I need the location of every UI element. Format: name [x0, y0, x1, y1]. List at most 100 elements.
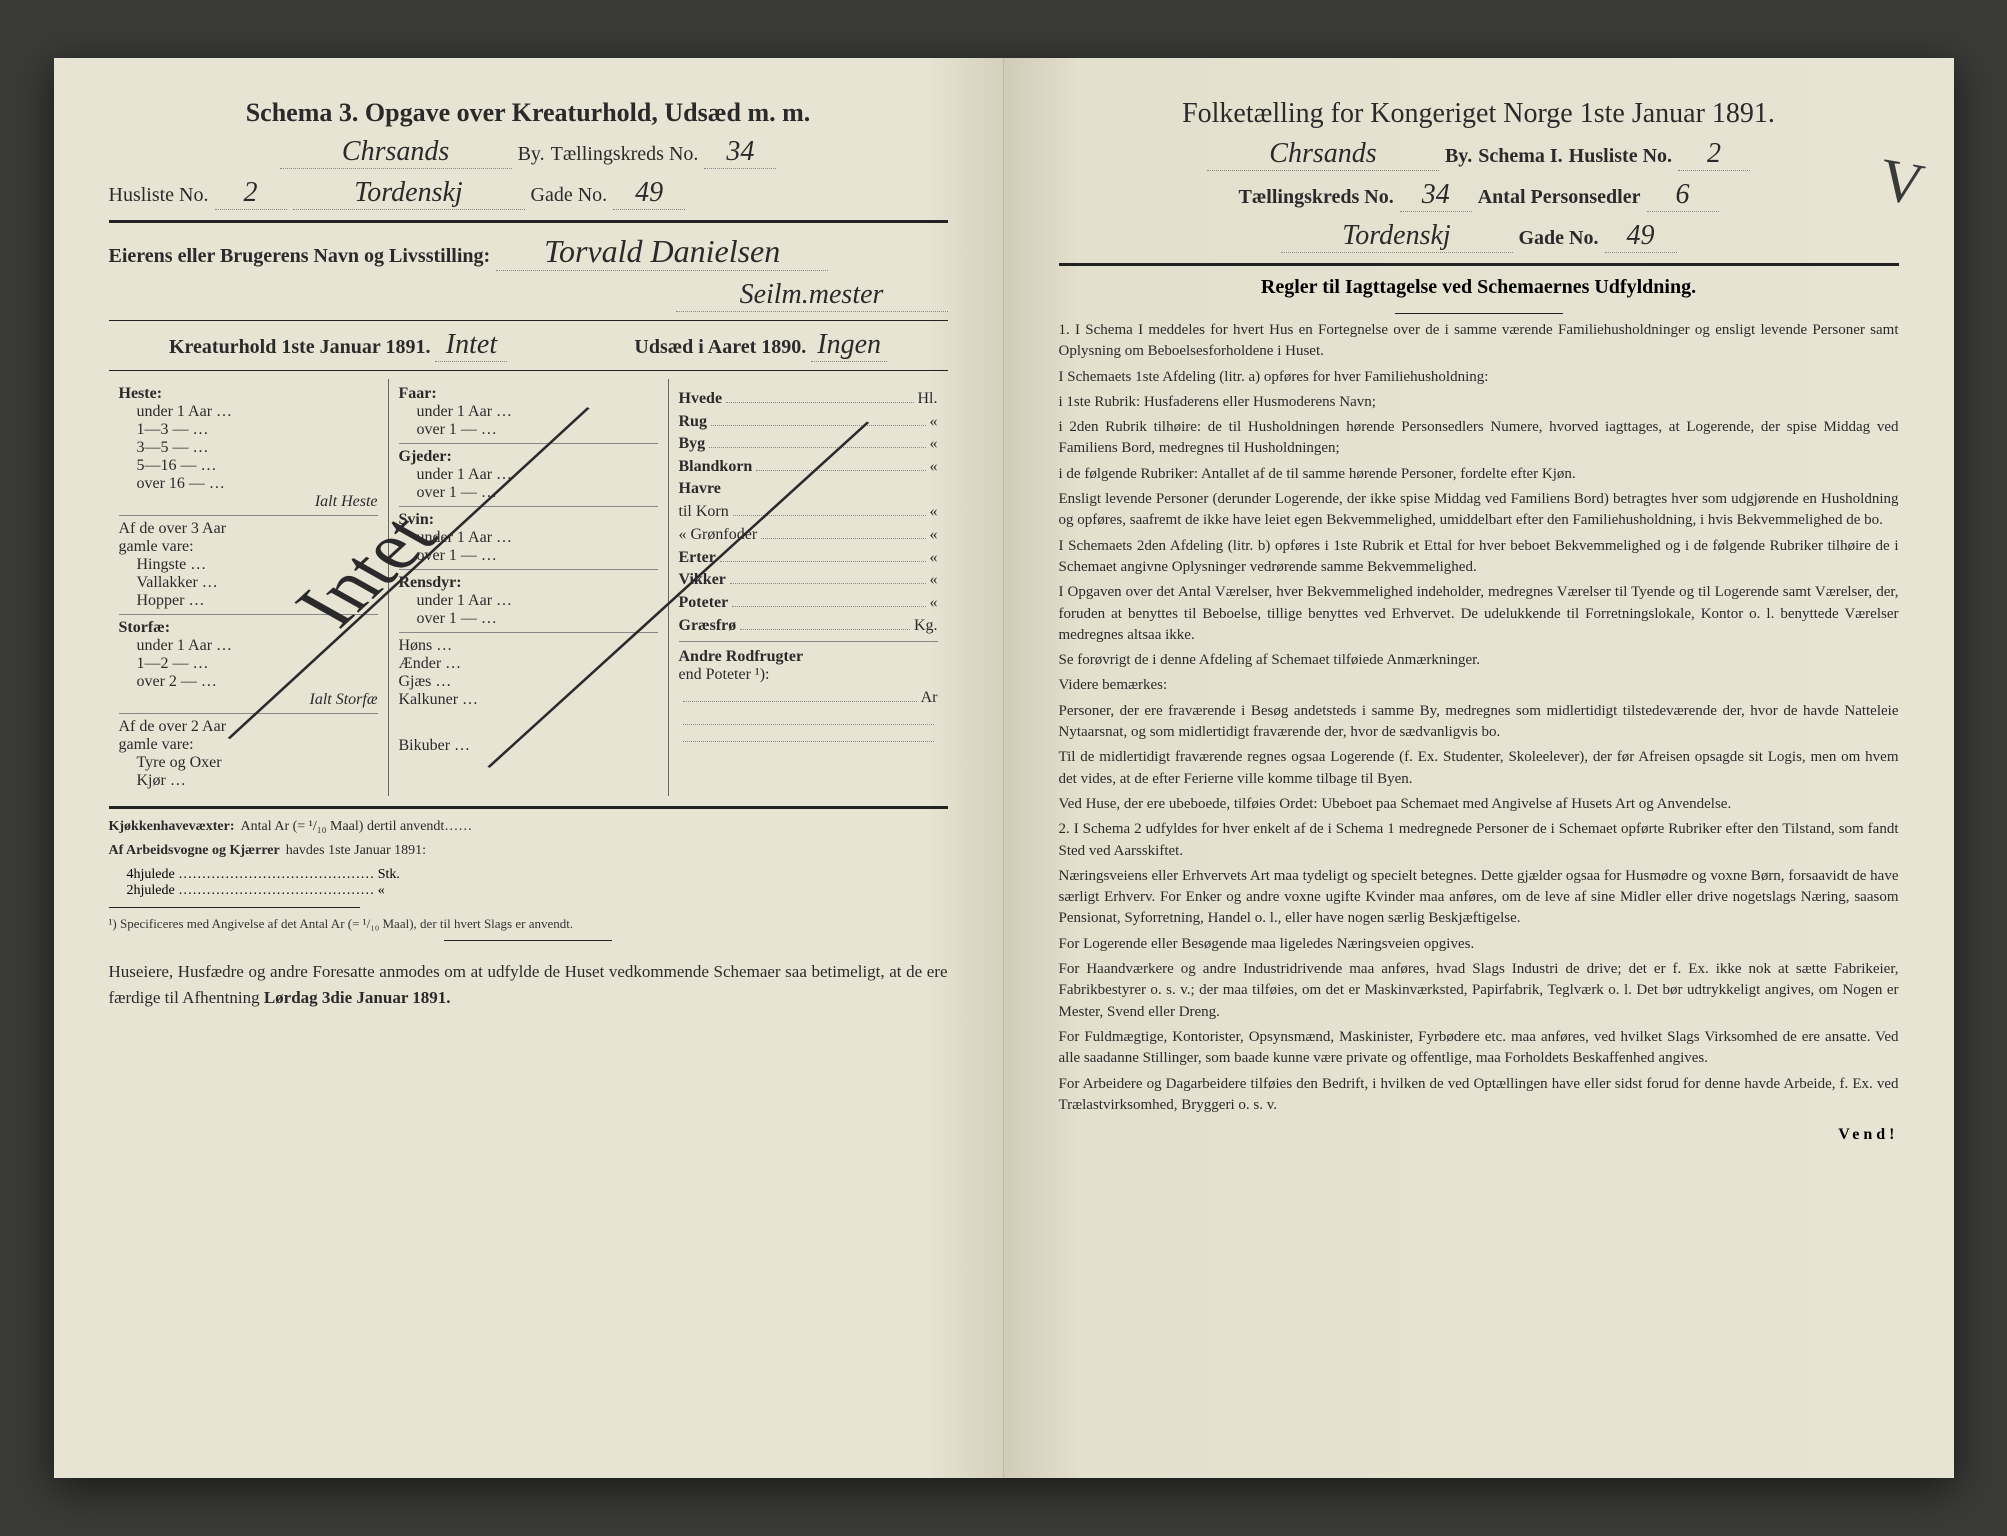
ialt-storfae: Ialt Storfæ	[119, 691, 378, 709]
c3-byg: Byg	[679, 435, 706, 453]
andre-title: Andre Rodfrugter	[679, 648, 938, 666]
kreatur-label: Kreaturhold 1ste Januar 1891.	[169, 336, 431, 358]
gjeder-title: Gjeder:	[399, 448, 658, 466]
left-page: Schema 3. Opgave over Kreaturhold, Udsæd…	[54, 58, 1004, 1478]
svin-title: Svin:	[399, 511, 658, 529]
c3-poteter-u: «	[930, 594, 938, 612]
kjokken-row: Kjøkkenhavevæxter: Antal Ar (= ¹/₁₀ Maal…	[109, 819, 948, 835]
owner-label: Eierens eller Brugerens Navn og Livsstil…	[109, 245, 491, 268]
faar-r0: under 1 Aar …	[417, 403, 658, 421]
c3-bland: Blandkorn	[679, 458, 753, 476]
rules-title: Regler til Iagttagelse ved Schemaernes U…	[1059, 276, 1899, 299]
rule-p18: For Arbeidere og Dagarbeidere tilføies d…	[1059, 1074, 1899, 1117]
c3-havre: Havre	[679, 480, 721, 498]
c3-korn-u: «	[930, 503, 938, 521]
rule-p8: Se forøvrigt de i denne Afdeling af Sche…	[1059, 650, 1899, 671]
rule-p10: Personer, der ere fraværende i Besøg and…	[1059, 701, 1899, 744]
rule	[1059, 263, 1899, 266]
rensdyr-r1: over 1 — …	[417, 610, 658, 628]
rule-p16: For Haandværkere og andre Industridriven…	[1059, 959, 1899, 1023]
storfae-r2: over 2 — …	[137, 673, 378, 691]
udsaed-hand: Ingen	[811, 329, 887, 362]
vend-label: Vend!	[1059, 1126, 1899, 1144]
right-page: Folketælling for Kongeriget Norge 1ste J…	[1004, 58, 1954, 1478]
left-city-hand: Chrsands	[280, 136, 512, 169]
r-gade-no: 49	[1605, 220, 1677, 253]
kjokken-text: Antal Ar (= ¹/₁₀ Maal) dertil anvendt……	[241, 819, 473, 835]
c3-rug: Rug	[679, 413, 707, 431]
arbeids-text: havdes 1ste Januar 1891:	[286, 843, 426, 859]
right-city: Chrsands	[1207, 138, 1439, 171]
aender: Ænder …	[399, 655, 658, 673]
gjeder-r0: under 1 Aar …	[417, 466, 658, 484]
rensdyr-r0: under 1 Aar …	[417, 592, 658, 610]
heste-r4: over 16 — …	[137, 475, 378, 493]
andre-ar: Ar	[921, 689, 938, 707]
rule-p7: I Opgaven over det Antal Værelser, hver …	[1059, 582, 1899, 646]
rule	[444, 940, 612, 941]
owner-occ-row: Seilm.mester	[109, 279, 948, 312]
gamle1: gamle vare:	[119, 538, 378, 556]
rule	[1395, 313, 1563, 314]
hopper: Hopper …	[137, 592, 378, 610]
rule	[109, 320, 948, 321]
bottom-note: Huseiere, Husfædre og andre Foresatte an…	[109, 959, 948, 1010]
c3-gron: « Grønfoder	[679, 526, 758, 544]
taelling-label: Tællingskreds No.	[551, 143, 699, 166]
c3-graes-u: Kg.	[914, 617, 938, 635]
left-city-row: Chrsands By. Tællingskreds No. 34	[109, 136, 948, 169]
footnote: ¹) Specificeres med Angivelse af det Ant…	[109, 916, 948, 932]
c3-vikker: Vikker	[679, 571, 726, 589]
kjor: Kjør …	[137, 772, 378, 790]
right-row1: Chrsands By. Schema I. Husliste No. 2	[1059, 138, 1899, 171]
rules-body: 1. I Schema I meddeles for hvert Hus en …	[1059, 320, 1899, 1116]
r-taelling-no: 34	[1400, 179, 1472, 212]
rule-p3: i 2den Rubrik tilhøire: de til Husholdni…	[1059, 417, 1899, 460]
r-antal: Antal Personsedler	[1478, 186, 1641, 209]
rule-p14: Næringsveiens eller Erhvervets Art maa t…	[1059, 866, 1899, 930]
rule	[109, 907, 361, 908]
c3-byg-u: «	[930, 435, 938, 453]
note-text: Huseiere, Husfædre og andre Foresatte an…	[109, 962, 948, 1007]
heste-r3: 5—16 — …	[137, 457, 378, 475]
andre-sub: end Poteter ¹):	[679, 666, 938, 684]
rule-p0: 1. I Schema I meddeles for hvert Hus en …	[1059, 320, 1899, 363]
afover3: Af de over 3 Aar	[119, 520, 378, 538]
kalkuner: Kalkuner …	[399, 691, 658, 709]
r-gade: Gade No.	[1519, 227, 1599, 250]
arbeids-label: Af Arbeidsvogne og Kjærrer	[109, 843, 280, 859]
c3-hvede-u: Hl.	[918, 390, 938, 408]
gamle2: gamle vare:	[119, 736, 378, 754]
c3-gron-u: «	[930, 526, 938, 544]
heste-r1: 1—3 — …	[137, 421, 378, 439]
afover2: Af de over 2 Aar	[119, 718, 378, 736]
rule	[109, 220, 948, 223]
col2: Faar: under 1 Aar … over 1 — … Gjeder: u…	[388, 379, 668, 796]
fourwheel: 4hjulede …………………………………… Stk.	[127, 867, 948, 883]
by-label: By.	[518, 143, 545, 166]
vallakker: Vallakker …	[137, 574, 378, 592]
storfae-title: Storfæ:	[119, 619, 378, 637]
rule-p9: Videre bemærkes:	[1059, 675, 1899, 696]
r-antal-no: 6	[1647, 179, 1719, 212]
col3: HvedeHl. Rug« Byg« Blandkorn« Havre til …	[668, 379, 948, 796]
rensdyr-title: Rensdyr:	[399, 574, 658, 592]
rule	[109, 370, 948, 371]
left-title-text: Opgave over Kreaturhold, Udsæd m. m.	[365, 98, 810, 127]
rule-p12: Ved Huse, der ere ubeboede, tilføies Ord…	[1059, 794, 1899, 815]
bikuber: Bikuber …	[399, 737, 658, 755]
right-row2: Tællingskreds No. 34 Antal Personsedler …	[1059, 179, 1899, 212]
c3-vikker-u: «	[930, 571, 938, 589]
c3-rug-u: «	[930, 413, 938, 431]
rule-p2: i 1ste Rubrik: Husfaderens eller Husmode…	[1059, 392, 1899, 413]
rule-p11: Til de midlertidigt fraværende regnes og…	[1059, 747, 1899, 790]
owner-occupation: Seilm.mester	[676, 279, 948, 312]
schema3-label: Schema 3.	[246, 98, 359, 127]
heste-r2: 3—5 — …	[137, 439, 378, 457]
right-title: Folketælling for Kongeriget Norge 1ste J…	[1059, 98, 1899, 130]
three-columns: Heste: under 1 Aar … 1—3 — … 3—5 — … 5—1…	[109, 379, 948, 796]
taelling-no: 34	[704, 136, 776, 169]
rule	[109, 806, 948, 809]
left-husliste-row: Husliste No. 2 Tordenskj Gade No. 49	[109, 177, 948, 210]
census-book-spread: Schema 3. Opgave over Kreaturhold, Udsæd…	[54, 58, 1954, 1478]
